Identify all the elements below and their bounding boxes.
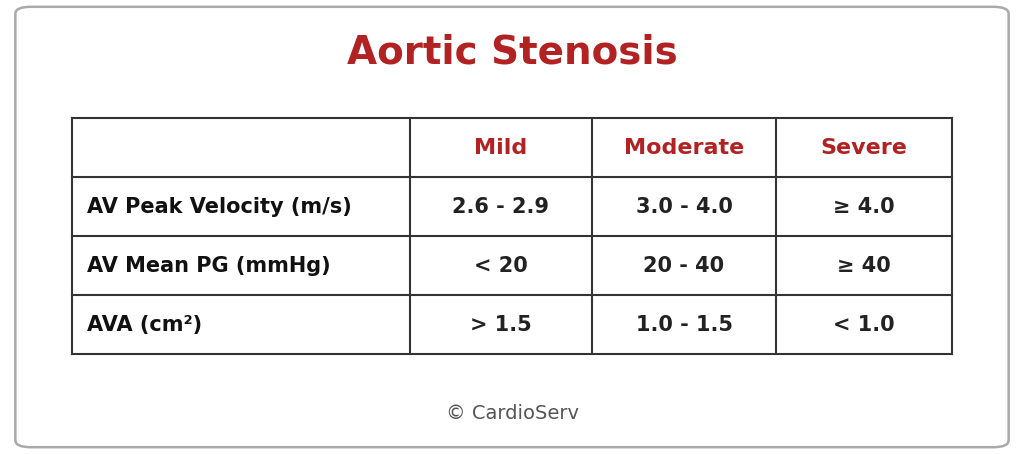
- Text: < 1.0: < 1.0: [834, 315, 895, 335]
- Text: 3.0 - 4.0: 3.0 - 4.0: [636, 197, 732, 217]
- Text: © CardioServ: © CardioServ: [445, 404, 579, 423]
- Text: Mild: Mild: [474, 138, 527, 158]
- Text: < 20: < 20: [474, 256, 527, 276]
- Text: 1.0 - 1.5: 1.0 - 1.5: [636, 315, 732, 335]
- Text: ≥ 40: ≥ 40: [838, 256, 891, 276]
- Text: AVA (cm²): AVA (cm²): [87, 315, 202, 335]
- Text: AV Peak Velocity (m/s): AV Peak Velocity (m/s): [87, 197, 352, 217]
- FancyBboxPatch shape: [15, 7, 1009, 447]
- Text: ≥ 4.0: ≥ 4.0: [834, 197, 895, 217]
- Text: AV Mean PG (mmHg): AV Mean PG (mmHg): [87, 256, 331, 276]
- Text: > 1.5: > 1.5: [470, 315, 531, 335]
- Text: 2.6 - 2.9: 2.6 - 2.9: [453, 197, 549, 217]
- Text: 20 - 40: 20 - 40: [643, 256, 725, 276]
- Text: Aortic Stenosis: Aortic Stenosis: [347, 33, 677, 71]
- Text: Severe: Severe: [821, 138, 907, 158]
- Text: Moderate: Moderate: [624, 138, 744, 158]
